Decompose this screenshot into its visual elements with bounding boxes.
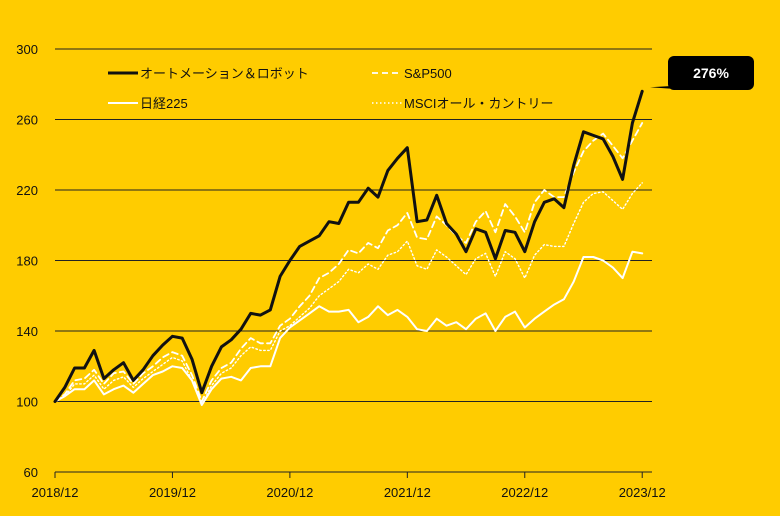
- x-tick-label: 2019/12: [149, 485, 196, 500]
- y-tick-label: 180: [16, 254, 38, 269]
- x-tick-label: 2021/12: [384, 485, 431, 500]
- grid-lines: [55, 48, 652, 402]
- y-tick-label: 100: [16, 395, 38, 410]
- legend-label: オートメーション＆ロボット: [140, 66, 309, 81]
- x-tick-label: 2023/12: [619, 485, 666, 500]
- x-axis: 2018/12 2019/12 2020/12 2021/12 2022/12 2023/…: [32, 471, 666, 500]
- series-line: [54, 250, 644, 406]
- y-tick-label: 300: [16, 42, 38, 57]
- callout-box: [668, 56, 754, 90]
- legend-label: S&P500: [404, 66, 452, 81]
- legend-label: 日経225: [140, 96, 188, 111]
- y-tick-label: 260: [16, 113, 38, 128]
- y-tick-label: 220: [16, 183, 38, 198]
- series-line: [53, 89, 644, 403]
- y-axis-ticks: 60 100 140 180 220 260 300: [16, 42, 38, 480]
- x-tick-label: 2022/12: [501, 485, 548, 500]
- y-tick-label: 140: [16, 324, 38, 339]
- callout-label: 276%: [693, 65, 729, 81]
- callout: 276%: [650, 56, 754, 90]
- series-line: [54, 182, 643, 406]
- legend-label: MSCIオール・カントリー: [404, 96, 554, 111]
- series-lines: [53, 89, 644, 406]
- y-tick-label: 60: [24, 465, 38, 480]
- series-line: [54, 122, 644, 403]
- x-tick-label: 2018/12: [32, 485, 79, 500]
- x-tick-label: 2020/12: [266, 485, 313, 500]
- legend: オートメーション＆ロボット S&P500 日経225 MSCIオール・カントリー: [108, 66, 554, 111]
